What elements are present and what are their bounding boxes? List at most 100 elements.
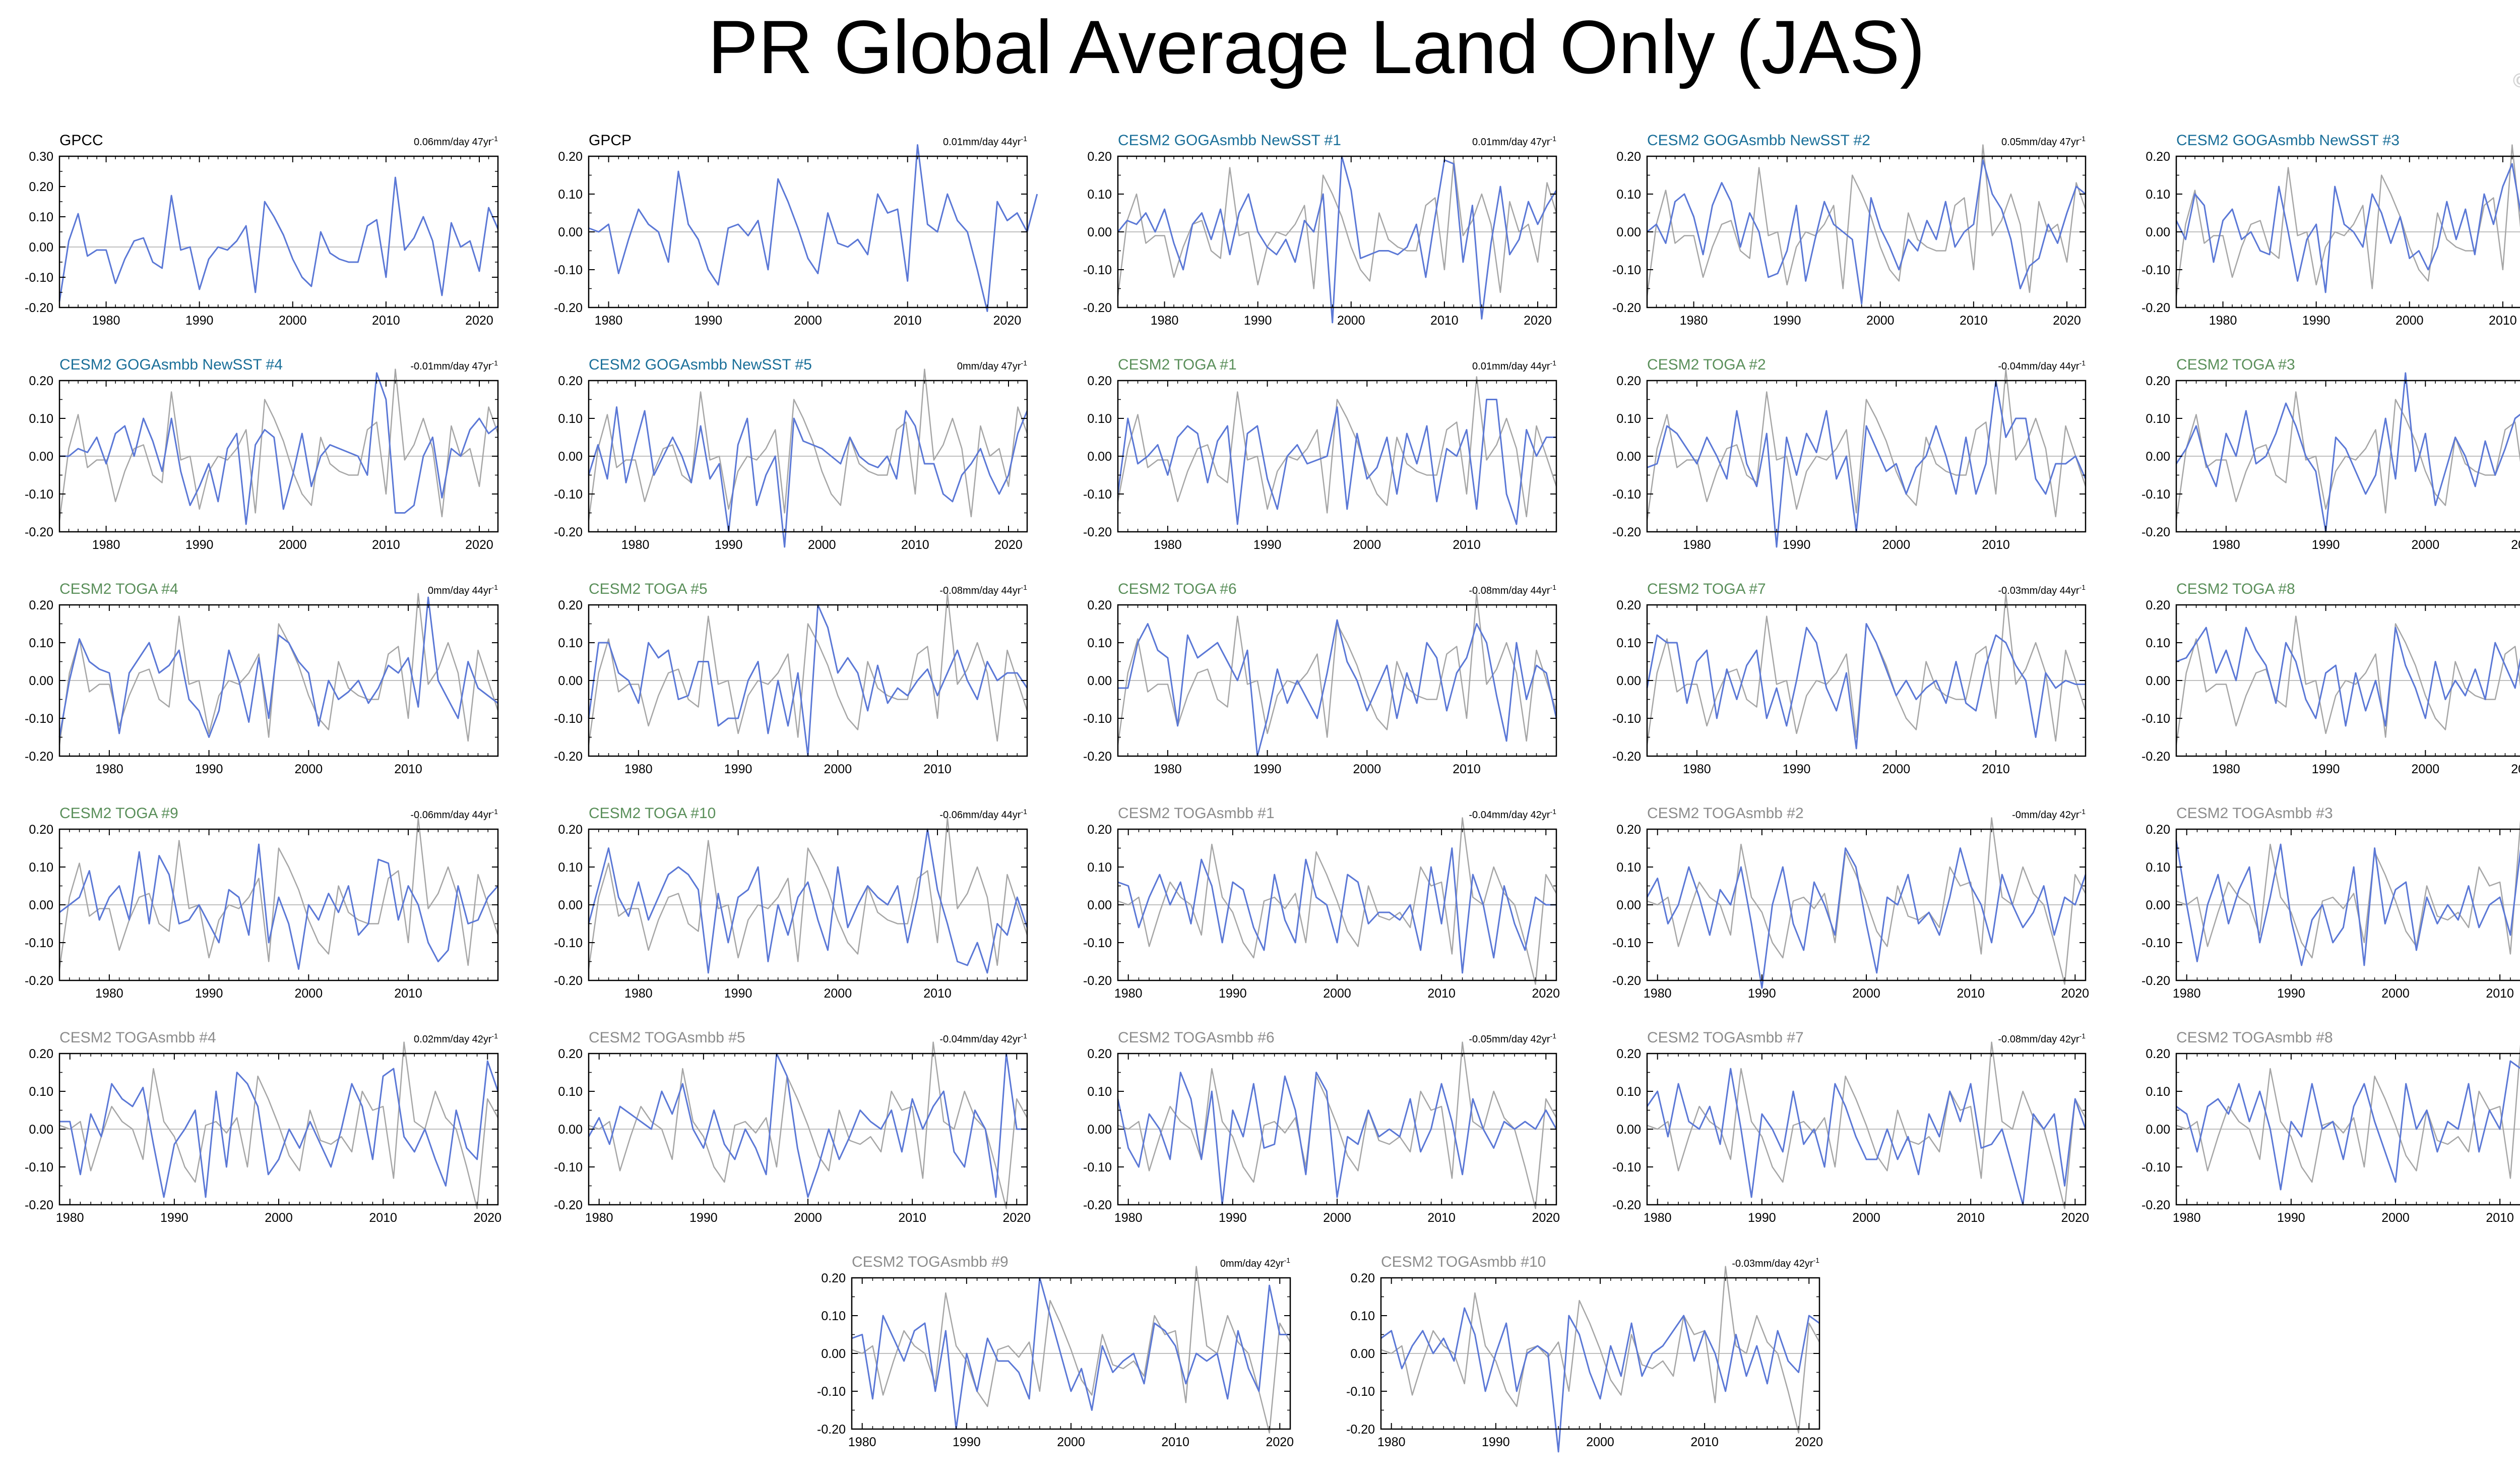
chart-panel: CESM2 TOGAsmbb #9 0mm/day 42yr-1 0.20 0.10 0… xyxy=(817,1254,1294,1449)
y-tick-label: 0.00 xyxy=(558,225,583,239)
series-line-obs xyxy=(1646,593,2087,745)
chart-panel: CESM2 TOGA #4 0mm/day 44yr-1 0.20 0.10 0.00 -… xyxy=(25,581,499,776)
y-tick-label: 0.00 xyxy=(2146,1123,2170,1137)
x-tick-label: 1990 xyxy=(953,1435,981,1449)
series-line-obs xyxy=(1647,1041,2087,1209)
x-tick-label: 1980 xyxy=(1644,1211,1672,1225)
x-tick-label: 1990 xyxy=(1783,538,1811,552)
series-line-obs xyxy=(58,593,499,745)
series-line-obs xyxy=(1646,144,2087,296)
y-tick-label: 0.00 xyxy=(29,240,53,255)
series-line-model xyxy=(59,372,498,525)
x-tick-label: 2020 xyxy=(2053,314,2081,328)
y-tick-label: 0.20 xyxy=(29,374,53,388)
y-tick-label: -0.10 xyxy=(25,271,53,285)
panel-title: CESM2 GOGAsmbb NewSST #4 xyxy=(59,356,283,373)
x-tick-label: 2000 xyxy=(824,986,852,1001)
y-tick-label: 0.20 xyxy=(2146,823,2170,837)
series-line-model xyxy=(59,1060,499,1198)
x-tick-label: 2010 xyxy=(1690,1435,1719,1449)
x-tick-label: 1990 xyxy=(1253,538,1282,552)
panel-trend: 0mm/day 44yr-1 xyxy=(428,583,498,596)
panel-trend: -0.08mm/day 44yr-1 xyxy=(939,583,1027,596)
x-tick-label: 2010 xyxy=(2486,1211,2514,1225)
y-tick-label: 0.10 xyxy=(1087,636,1112,650)
trend-unit-superscript: -1 xyxy=(1550,135,1557,143)
y-tick-label: 0.10 xyxy=(29,412,53,426)
y-tick-label: 0.20 xyxy=(1087,150,1112,164)
panel-trend: -0.04mm/day 42yr-1 xyxy=(1469,808,1556,821)
x-tick-label: 2010 xyxy=(894,314,922,328)
x-tick-label: 2010 xyxy=(372,314,400,328)
panel-title: CESM2 GOGAsmbb NewSST #1 xyxy=(1118,132,1341,149)
trend-unit-superscript: -1 xyxy=(492,1032,498,1040)
x-tick-label: 2000 xyxy=(794,1211,822,1225)
series-line-obs xyxy=(2175,144,2520,296)
y-tick-label: 0.00 xyxy=(29,450,53,464)
y-tick-label: 0.20 xyxy=(1087,598,1112,612)
y-tick-label: 0.00 xyxy=(1087,674,1112,688)
x-tick-label: 1990 xyxy=(689,1211,718,1225)
y-tick-label: -0.20 xyxy=(25,525,53,539)
trend-unit-superscript: -1 xyxy=(1550,359,1557,367)
trend-unit-superscript: -1 xyxy=(1813,1256,1820,1264)
panel-title: CESM2 TOGA #5 xyxy=(589,581,708,597)
x-tick-label: 2020 xyxy=(1795,1435,1823,1449)
chart-panel: CESM2 TOGA #10 -0.06mm/day 44yr-1 0.20 0.10… xyxy=(554,805,1028,1001)
y-tick-label: 0.10 xyxy=(29,210,53,224)
y-tick-label: 0.20 xyxy=(1616,598,1641,612)
y-tick-label: -0.20 xyxy=(1612,301,1641,315)
x-tick-label: 1980 xyxy=(92,538,120,552)
y-tick-label: -0.10 xyxy=(1612,1160,1641,1174)
x-tick-label: 1990 xyxy=(1783,762,1811,776)
x-tick-label: 2020 xyxy=(1532,986,1560,1001)
y-tick-label: 0.20 xyxy=(2146,374,2170,388)
series-line-model xyxy=(1646,847,2087,989)
x-tick-label: 2010 xyxy=(898,1211,926,1225)
x-tick-label: 1990 xyxy=(724,986,752,1001)
x-tick-label: 1990 xyxy=(2312,762,2340,776)
panel-title: CESM2 TOGAsmbb #1 xyxy=(1118,805,1275,822)
panel-title: CESM2 TOGAsmbb #7 xyxy=(1647,1029,1804,1046)
y-tick-label: 0.00 xyxy=(29,1123,53,1137)
y-tick-label: -0.10 xyxy=(2141,487,2170,502)
panel-title: CESM2 GOGAsmbb NewSST #2 xyxy=(1647,132,1870,149)
y-tick-label: -0.10 xyxy=(2141,1160,2170,1174)
series-line-model xyxy=(588,1053,1027,1198)
x-tick-label: 2020 xyxy=(1002,1211,1031,1225)
x-tick-label: 1990 xyxy=(2277,986,2305,1001)
series-line-model xyxy=(1647,380,2087,548)
y-tick-label: -0.20 xyxy=(2141,1198,2170,1212)
trend-unit-superscript: -1 xyxy=(492,359,498,367)
y-tick-label: 0.10 xyxy=(1350,1309,1375,1323)
x-tick-label: 1980 xyxy=(848,1435,876,1449)
x-tick-label: 2010 xyxy=(2486,986,2514,1001)
y-tick-label: 0.20 xyxy=(558,1047,583,1061)
x-tick-label: 1990 xyxy=(1219,986,1247,1001)
y-tick-label: -0.10 xyxy=(25,1160,53,1174)
x-tick-label: 2000 xyxy=(279,538,307,552)
series-line-model xyxy=(1380,1307,1820,1453)
x-tick-label: 1990 xyxy=(1748,1211,1776,1225)
y-tick-label: 0.20 xyxy=(2146,1047,2170,1061)
x-tick-label: 2020 xyxy=(465,538,493,552)
y-tick-label: 0.00 xyxy=(2146,898,2170,912)
series-line-model xyxy=(58,596,498,738)
y-tick-label: 0.20 xyxy=(558,823,583,837)
chart-panel: CESM2 GOGAsmbb NewSST #2 0.05mm/day 47yr-… xyxy=(1612,132,2087,328)
panel-title: CESM2 TOGAsmbb #5 xyxy=(589,1029,745,1046)
y-tick-label: 0.10 xyxy=(2146,412,2170,426)
y-tick-label: 0.00 xyxy=(558,1123,583,1137)
y-tick-label: -0.20 xyxy=(1346,1423,1375,1437)
panel-trend: 0.05mm/day 47yr-1 xyxy=(2001,135,2086,148)
y-tick-label: 0.20 xyxy=(558,150,583,164)
y-tick-label: -0.10 xyxy=(1612,487,1641,502)
x-tick-label: 2000 xyxy=(1852,1211,1880,1225)
panel-trend: -0mm/day 42yr-1 xyxy=(2012,808,2086,821)
chart-panel: CESM2 TOGA #2 -0.04mm/day 44yr-1 0.20 0.10 0… xyxy=(1612,356,2087,552)
series-line-model xyxy=(2175,163,2520,293)
y-tick-label: -0.10 xyxy=(1083,1160,1112,1174)
y-tick-label: -0.20 xyxy=(25,974,53,988)
x-tick-label: 1990 xyxy=(185,314,214,328)
